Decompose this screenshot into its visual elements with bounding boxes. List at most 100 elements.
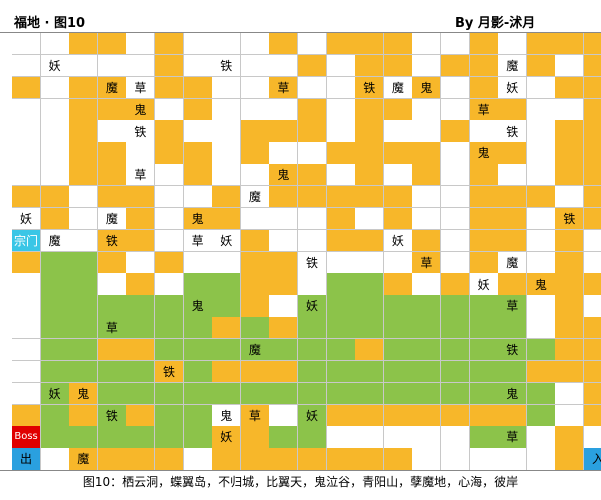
map-cell [355, 33, 385, 56]
cell-label: 铁 [306, 255, 319, 270]
map-cell [441, 251, 471, 274]
map-cell [355, 142, 385, 165]
map-cell [155, 142, 185, 165]
map-cell: 草 [469, 98, 499, 121]
map-cell [383, 338, 413, 362]
map-cell [326, 317, 356, 340]
map-cell [240, 382, 270, 405]
map-cell: 铁 [298, 251, 328, 274]
map-cell [526, 404, 556, 427]
cell-label: 铁 [134, 124, 147, 139]
map-cell [326, 142, 356, 165]
cell-label: 魔 [48, 233, 61, 248]
map-cell: 妖 [40, 382, 70, 405]
cell-label: 妖 [306, 299, 319, 314]
map-cell [269, 382, 299, 405]
map-cell [183, 317, 213, 340]
map-cell [584, 207, 601, 231]
map-cell [126, 360, 156, 384]
map-cell [298, 229, 328, 253]
map-cell [469, 164, 499, 187]
map-cell: 魔 [383, 76, 413, 100]
map-cell [584, 317, 601, 340]
map-cell: 鬼 [126, 98, 156, 121]
map-cell [469, 76, 499, 100]
map-cell [97, 142, 127, 165]
map-cell [240, 273, 270, 296]
map-cell [412, 142, 442, 165]
map-cell [12, 120, 42, 143]
map-cell [40, 426, 70, 449]
map-cell [526, 317, 556, 340]
map-cell [97, 360, 127, 384]
map-cell [355, 54, 385, 78]
map-cell [212, 207, 242, 231]
map-cell [469, 382, 499, 405]
map-cell [383, 448, 413, 471]
map-cell: 草 [126, 76, 156, 100]
map-cell [326, 338, 356, 362]
map-cell [412, 33, 442, 56]
map-cell [69, 317, 99, 340]
cell-label: 宗门 [14, 233, 39, 248]
map-cell [40, 338, 70, 362]
map-cell [355, 317, 385, 340]
exit-cell: 出 [12, 448, 42, 471]
cell-label: 出 [20, 452, 33, 467]
map-cell [69, 338, 99, 362]
map-cell [526, 98, 556, 121]
map-cell [498, 448, 528, 471]
map-cell: 魔 [240, 338, 270, 362]
map-cell [212, 120, 242, 143]
map-cell [412, 295, 442, 318]
map-cell [212, 33, 242, 56]
map-cell [69, 295, 99, 318]
map-cell: 魔 [97, 76, 127, 100]
map-cell [326, 229, 356, 253]
cell-label: 妖 [306, 408, 319, 423]
map-cell [412, 186, 442, 209]
cell-label: 铁 [105, 408, 118, 423]
map-cell [126, 207, 156, 231]
map-cell [441, 76, 471, 100]
cell-label: 草 [248, 408, 261, 423]
cell-label: 入 [592, 452, 601, 467]
map-cell [240, 207, 270, 231]
cell-label: 魔 [105, 211, 118, 226]
map-cell [69, 229, 99, 253]
map-cell [326, 404, 356, 427]
map-cell [555, 426, 585, 449]
map-cell [69, 164, 99, 187]
map-cell [555, 120, 585, 143]
map-cell [441, 382, 471, 405]
map-cell [326, 33, 356, 56]
map-cell [298, 448, 328, 471]
map-cell [298, 382, 328, 405]
entrance-cell: 入 [584, 448, 601, 471]
map-cell [355, 360, 385, 384]
map-cell [40, 360, 70, 384]
map-cell [269, 54, 299, 78]
map-cell [584, 229, 601, 253]
map-cell [526, 76, 556, 100]
map-cell [298, 273, 328, 296]
map-cell [155, 295, 185, 318]
map-cell [69, 142, 99, 165]
map-cell [126, 404, 156, 427]
map-cell: 鬼 [412, 76, 442, 100]
map-cell [555, 317, 585, 340]
map-cell [355, 448, 385, 471]
map-cell [298, 33, 328, 56]
map-cell [240, 295, 270, 318]
cell-label: 妖 [48, 59, 61, 74]
map-cell [155, 382, 185, 405]
map-cell [355, 426, 385, 449]
map-cell [240, 360, 270, 384]
map-cell [326, 186, 356, 209]
map-cell [69, 251, 99, 274]
map-cell [126, 54, 156, 78]
map-cell [584, 98, 601, 121]
map-cell [526, 142, 556, 165]
map-cell [584, 54, 601, 78]
